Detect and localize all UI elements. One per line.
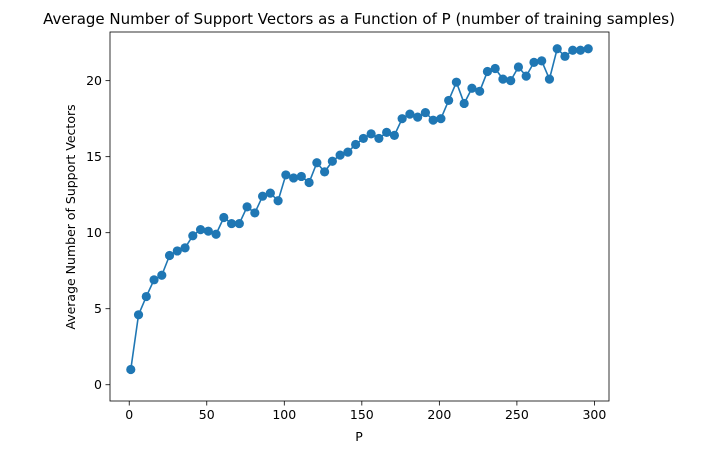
- axes-frame: [109, 31, 610, 402]
- data-point: [482, 66, 493, 77]
- data-point: [444, 95, 454, 106]
- data-point: [242, 202, 252, 212]
- data-point: [420, 107, 431, 118]
- data-point: [568, 45, 578, 55]
- y-axis-label: Average Number of Support Vectors: [63, 104, 78, 329]
- data-point: [281, 170, 291, 180]
- data-point: [226, 218, 237, 229]
- data-point: [358, 133, 368, 144]
- y-axis: 0 5 10 15 20: [86, 73, 110, 392]
- data-point: [188, 231, 198, 241]
- data-point: [288, 173, 299, 183]
- data-point: [327, 156, 337, 166]
- data-point: [428, 115, 438, 125]
- data-point: [552, 44, 562, 54]
- data-point: [544, 74, 555, 84]
- x-tick-label: 200: [427, 407, 451, 422]
- data-point: [583, 44, 593, 54]
- data-point: [529, 57, 539, 68]
- x-tick-label: 50: [199, 407, 215, 422]
- data-point: [405, 109, 415, 119]
- y-tick-label: 0: [94, 377, 102, 392]
- data-point: [374, 133, 384, 144]
- x-tick-label: 100: [272, 407, 296, 422]
- data-point: [141, 291, 151, 302]
- series-line: [129, 47, 589, 370]
- data-point: [397, 114, 407, 124]
- data-point: [475, 86, 485, 96]
- data-point: [498, 74, 508, 84]
- data-point: [133, 310, 144, 320]
- plot-area: [109, 31, 610, 402]
- data-point: [490, 63, 500, 74]
- data-point: [250, 208, 260, 218]
- x-tick-label: 0: [125, 407, 133, 422]
- data-point: [203, 226, 213, 236]
- data-point: [312, 158, 322, 168]
- data-point: [366, 129, 376, 139]
- data-point: [335, 150, 345, 160]
- data-point: [382, 127, 392, 137]
- data-point: [343, 147, 353, 157]
- data-point: [320, 167, 330, 177]
- data-point: [413, 112, 423, 122]
- data-point: [257, 191, 268, 201]
- data-point: [513, 62, 524, 72]
- data-point: [211, 229, 221, 239]
- y-tick-label: 5: [94, 301, 102, 316]
- data-point: [180, 243, 190, 253]
- data-point: [296, 171, 306, 182]
- data-point: [234, 218, 244, 229]
- data-point: [451, 77, 462, 87]
- data-point: [537, 56, 547, 66]
- x-tick-label: 150: [350, 407, 374, 422]
- x-tick-label: 300: [582, 407, 606, 422]
- x-axis: 0 50 100 150 200 250 300: [125, 401, 606, 422]
- x-tick-label: 250: [505, 407, 529, 422]
- data-point: [467, 83, 477, 93]
- data-point: [195, 225, 206, 235]
- y-tick-label: 20: [86, 73, 102, 88]
- data-point: [265, 188, 275, 198]
- data-point: [304, 177, 314, 188]
- data-point: [560, 51, 570, 61]
- data-point: [459, 98, 469, 109]
- data-point: [219, 212, 229, 223]
- data-point: [126, 364, 136, 375]
- data-point: [172, 246, 182, 256]
- chart-title: Average Number of Support Vectors as a F…: [43, 10, 675, 28]
- y-tick-label: 15: [86, 149, 102, 164]
- data-point: [521, 71, 531, 81]
- data-point: [506, 76, 516, 86]
- x-axis-label: P: [355, 429, 363, 444]
- data-point: [436, 114, 446, 124]
- y-tick-label: 10: [86, 225, 102, 240]
- data-point: [157, 270, 167, 280]
- data-point: [351, 139, 361, 150]
- data-point: [389, 130, 399, 140]
- data-point: [164, 250, 175, 261]
- data-point: [149, 275, 159, 285]
- data-point: [273, 196, 283, 206]
- data-point: [575, 45, 586, 55]
